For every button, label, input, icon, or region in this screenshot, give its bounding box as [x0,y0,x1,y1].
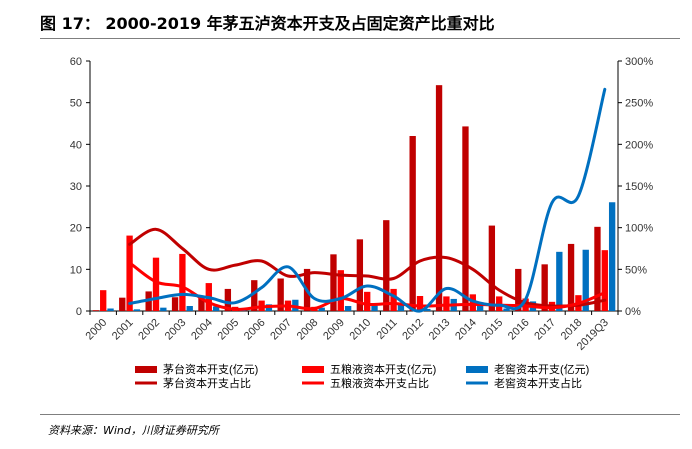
bar-1 [416,296,424,311]
bar-2 [160,307,167,311]
legend-label: 茅台资本开支(亿元) [163,362,258,376]
bar-1 [337,270,344,311]
bar-0 [330,254,337,311]
x-tick-label: 2005 [216,317,242,343]
bar-2 [371,305,378,311]
x-tick-label: 2016 [506,317,532,343]
x-tick-label: 2008 [295,317,321,343]
bar-1 [601,250,608,311]
y-tick-label: 50 [70,98,82,110]
bar-0 [462,126,469,312]
legend-swatch-bar [466,366,488,373]
bar-2 [133,309,141,311]
x-tick-label: 2002 [136,317,162,343]
bar-0 [92,310,100,311]
bar-1 [364,291,371,311]
x-tick-label: 2012 [400,317,426,343]
legend-swatch-bar [302,366,324,373]
bar-2 [344,306,352,311]
x-tick-label: 2014 [453,317,479,343]
legend-label: 老窖资本开支(亿元) [494,362,589,376]
legend-label: 五粮液资本开支(亿元) [330,362,436,376]
chart: 0 10 20 30 40 50 60 0% 50% 100% 150% 200% 250% 300% 20… [70,56,654,390]
figure-title: 图 17： 2000-2019 年茅五泸资本开支及占固定资产比重对比 [40,14,495,33]
source-divider [40,414,680,415]
legend-label: 老窖资本开支占比 [494,376,582,390]
source-note: 资料来源：Wind，川财证券研究所 [48,424,219,437]
x-tick-label: 2017 [532,317,558,343]
x-tick-label: 2001 [110,317,136,343]
x-tick-label: 2015 [480,317,506,343]
bar-2 [212,306,220,311]
y-tick-label: 20 [70,223,82,235]
bar-0 [224,288,232,311]
y2-tick-label: 200% [625,139,653,151]
bar-0 [277,278,284,311]
legend-swatch-bar [135,366,157,373]
bar-2 [582,249,589,311]
y-tick-label: 10 [70,264,82,276]
y-tick-label: 60 [70,56,82,68]
bar-2 [318,307,325,311]
bar-1 [152,257,160,311]
y2-tick-label: 250% [625,98,653,110]
bar-0 [171,297,179,311]
bar-2 [476,304,484,311]
ratio-line-0 [128,227,607,308]
bar-1 [100,290,107,311]
x-tick-label: 2000 [84,317,110,343]
bar-1 [126,235,133,311]
bar-0 [409,136,416,311]
y-tick-label: 40 [70,139,82,151]
bar-2 [397,303,405,311]
bar-2 [503,308,510,311]
title-divider [40,38,680,39]
ratio-line-2 [128,87,607,313]
ratio-line-1 [128,261,607,311]
y2-tick-label: 300% [625,56,653,68]
bar-2 [424,308,431,311]
y-tick-label: 30 [70,181,82,193]
bar-2 [608,202,616,311]
y2-tick-label: 0% [625,306,641,318]
bar-0 [567,243,575,311]
x-tick-label: 2013 [427,317,453,343]
bar-0 [198,297,205,311]
y2-tick-label: 150% [625,181,653,193]
bar-0 [488,225,496,311]
bar-2 [186,306,193,311]
x-tick-label: 2004 [189,317,215,343]
x-tick-label: 2007 [268,317,294,343]
bar-0 [435,85,443,312]
bar-0 [541,264,548,311]
x-tick-label: 2003 [163,317,189,343]
bar-2 [107,308,114,311]
x-tick-label: 2011 [375,317,400,342]
bar-1 [469,294,476,311]
bar-2 [556,251,563,311]
legend-label: 五粮液资本开支占比 [330,376,429,390]
bar-1 [390,288,397,311]
x-tick-label: 2009 [321,317,347,343]
y-tick-label: 0 [76,306,82,318]
y2-tick-label: 50% [625,264,647,276]
bar-0 [594,226,601,311]
bar-1 [179,253,186,311]
bar-0 [251,280,258,311]
bar-0 [119,297,126,311]
y2-tick-label: 100% [625,223,653,235]
x-tick-label: 2010 [348,317,374,343]
bar-0 [515,268,522,311]
x-tick-label: 2006 [242,317,268,343]
bar-0 [383,220,390,311]
legend-label: 茅台资本开支占比 [163,376,251,390]
